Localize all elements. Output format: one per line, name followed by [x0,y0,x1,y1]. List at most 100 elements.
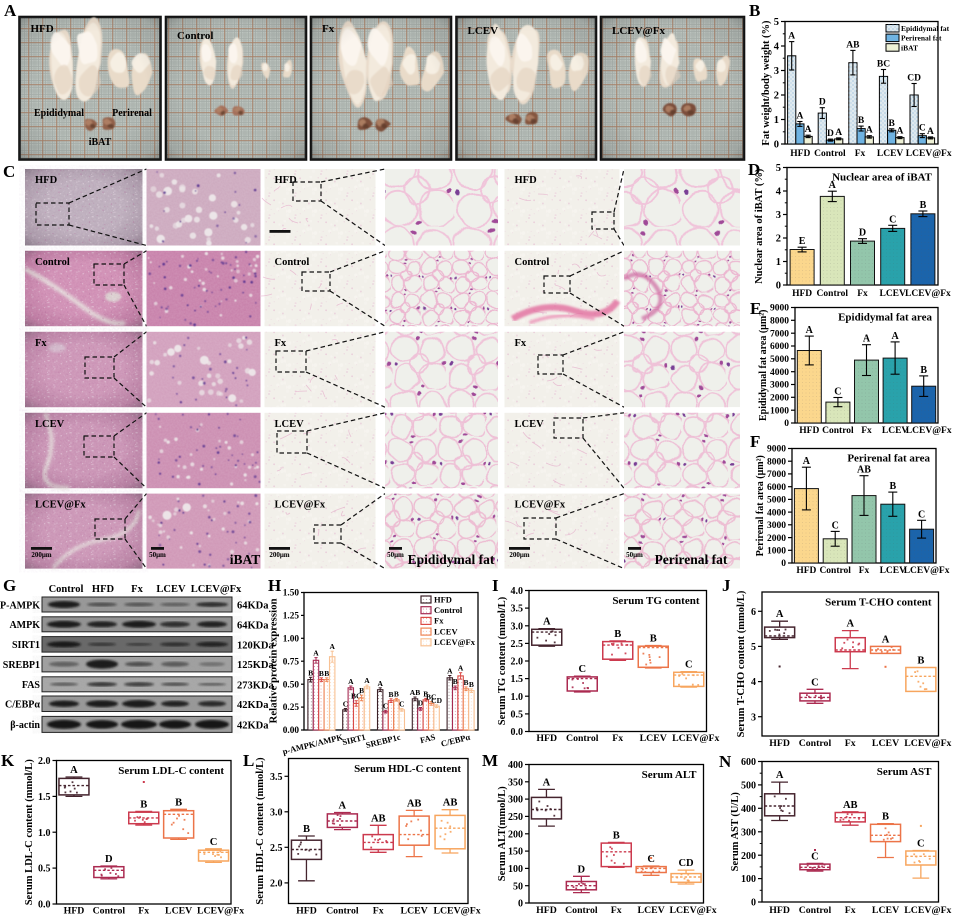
svg-text:LCEV: LCEV [877,149,904,159]
svg-text:LCEV: LCEV [872,738,899,749]
svg-text:Relative protein expression: Relative protein expression [268,599,280,724]
svg-text:HFD: HFD [515,175,538,186]
svg-text:P-AMPK: P-AMPK [0,600,40,611]
svg-text:HFD: HFD [792,289,812,299]
svg-text:Serum AST (U/L): Serum AST (U/L) [730,792,741,872]
svg-text:LCEV: LCEV [640,733,667,744]
svg-text:A: A [805,125,812,135]
svg-text:B: B [303,824,310,835]
svg-text:LCEV: LCEV [401,906,428,917]
svg-text:Fx: Fx [859,566,870,576]
svg-text:LCEV@Fx: LCEV@Fx [197,906,244,917]
svg-text:4: 4 [776,187,782,198]
svg-text:Control: Control [822,426,854,436]
svg-text:J: J [722,576,731,595]
svg-text:0: 0 [776,281,781,292]
svg-text:LCEV@Fx: LCEV@Fx [433,906,480,917]
svg-text:iBAT: iBAT [89,137,112,148]
svg-text:200: 200 [508,829,523,840]
svg-text:LCEV@Fx: LCEV@Fx [904,566,950,576]
svg-text:B: B [613,830,620,841]
svg-text:LCEV: LCEV [882,426,909,436]
svg-text:C: C [919,124,926,134]
svg-text:Control: Control [515,257,550,268]
svg-text:1: 1 [774,115,779,126]
svg-text:50μm: 50μm [387,551,404,559]
svg-text:AB: AB [857,465,871,476]
svg-text:Serum LDL-C content (mmol/L): Serum LDL-C content (mmol/L) [24,759,35,906]
svg-text:2.0: 2.0 [38,756,51,767]
svg-text:B: B [394,689,399,698]
svg-text:A: A [377,679,383,688]
svg-text:42KDa: 42KDa [237,700,269,711]
svg-text:64KDa: 64KDa [237,601,269,612]
svg-text:AB: AB [846,40,860,50]
svg-text:A: A [835,128,842,138]
svg-text:1.0: 1.0 [38,828,51,839]
svg-text:250: 250 [508,812,523,823]
svg-text:125KDa: 125KDa [237,660,275,671]
svg-text:LCEV: LCEV [434,626,458,636]
svg-text:3.5: 3.5 [511,604,524,615]
svg-text:B: B [920,365,927,376]
svg-text:β-actin: β-actin [10,720,40,731]
svg-text:C: C [832,520,839,531]
svg-text:1.25: 1.25 [283,612,300,622]
svg-text:Fx: Fx [373,906,384,917]
svg-text:3.0: 3.0 [511,621,524,632]
svg-text:200μm: 200μm [509,551,529,559]
svg-text:B: B [858,116,865,126]
svg-text:120KDa: 120KDa [237,640,275,651]
svg-text:LCEV: LCEV [872,905,899,916]
svg-text:Fat weight/body weight (%): Fat weight/body weight (%) [761,20,772,146]
svg-text:C: C [889,214,896,225]
svg-text:LCEV@Fx: LCEV@Fx [35,500,86,511]
svg-text:3.0: 3.0 [270,807,283,818]
svg-text:Control: Control [819,566,851,576]
svg-text:Epididymal fat area (μm²): Epididymal fat area (μm²) [758,309,769,421]
svg-text:1.50: 1.50 [283,589,300,599]
svg-text:Serum AST: Serum AST [877,766,932,778]
svg-text:2: 2 [776,234,781,245]
svg-text:C: C [383,701,388,710]
svg-text:LCEV@Fx: LCEV@Fx [612,25,666,37]
svg-text:Perirenal: Perirenal [112,108,152,119]
svg-text:SIRT1: SIRT1 [12,640,40,651]
svg-text:1.00: 1.00 [283,634,300,644]
svg-text:1.0: 1.0 [511,692,524,703]
svg-text:3: 3 [774,66,779,77]
svg-text:AB: AB [410,688,420,697]
svg-text:Fx: Fx [275,338,287,349]
svg-text:200: 200 [741,851,756,862]
svg-text:7000: 7000 [770,329,789,339]
svg-text:G: G [3,576,16,595]
svg-text:A: A [927,127,934,137]
svg-text:50μm: 50μm [626,551,643,559]
svg-text:1.5: 1.5 [511,674,524,685]
svg-text:I: I [492,576,499,595]
svg-text:C: C [647,854,655,865]
svg-text:Nuclear area of iBAT (%): Nuclear area of iBAT (%) [754,168,765,284]
svg-text:8000: 8000 [770,317,789,327]
svg-text:7000: 7000 [767,470,786,480]
svg-text:C: C [918,509,925,520]
svg-text:2000: 2000 [770,394,789,404]
svg-text:4: 4 [774,42,780,53]
svg-text:2: 2 [774,91,779,102]
svg-text:0.50: 0.50 [283,680,300,690]
svg-text:B: B [319,669,324,678]
svg-text:1000: 1000 [767,547,786,557]
svg-text:100: 100 [741,874,756,885]
svg-text:Epididymal fat: Epididymal fat [901,24,950,33]
svg-text:HFD: HFD [536,905,557,916]
svg-text:4.0: 4.0 [511,586,524,597]
svg-text:B: B [308,668,313,677]
svg-text:LCEV@Fx: LCEV@Fx [191,584,242,595]
svg-text:LCEV: LCEV [468,25,499,37]
svg-text:HFD: HFD [790,149,810,159]
svg-text:A: A [543,777,551,788]
svg-text:Perirenal fat area (μm²): Perirenal fat area (μm²) [755,455,766,556]
svg-text:50μm: 50μm [149,551,166,559]
svg-text:CD: CD [907,73,921,83]
svg-text:A: A [882,634,890,645]
